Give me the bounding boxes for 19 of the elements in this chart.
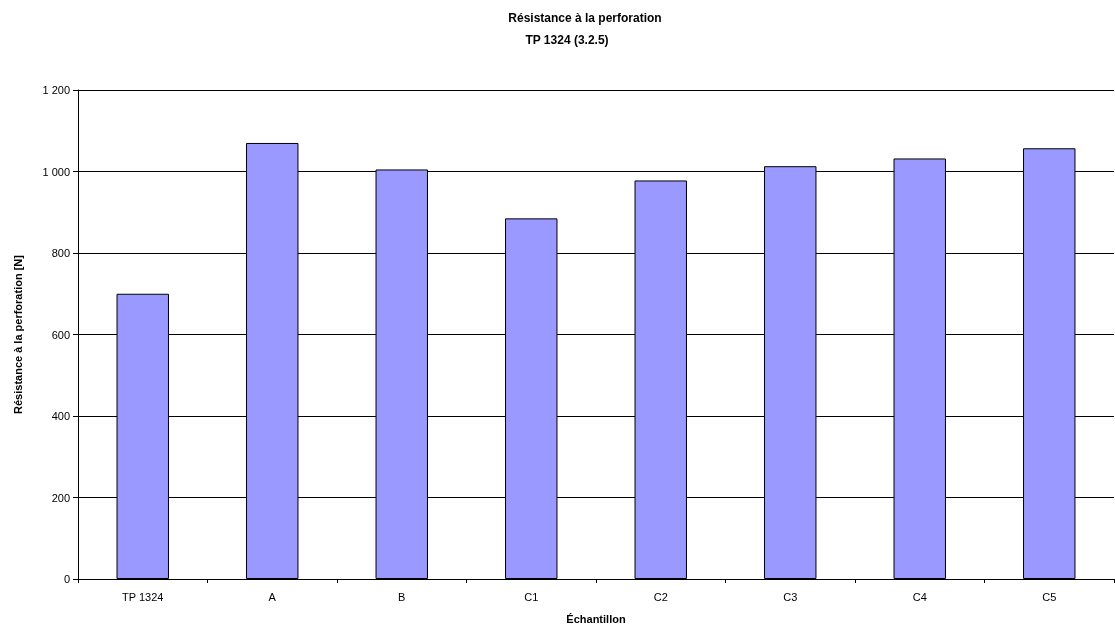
x-tick-label: C3 xyxy=(783,590,798,603)
x-tick-label: B xyxy=(398,590,406,603)
y-tick-label: 1 200 xyxy=(42,84,70,96)
y-tick-label: 400 xyxy=(51,410,70,422)
y-tick-label: 800 xyxy=(51,247,70,259)
x-tick-label: C4 xyxy=(912,590,927,603)
x-tick-label: C1 xyxy=(524,590,539,603)
y-tick-label: 200 xyxy=(51,491,70,504)
y-tick-label: 0 xyxy=(63,573,70,585)
x-tick-label: C5 xyxy=(1042,590,1057,603)
y-tick-label: 1 000 xyxy=(42,165,70,178)
chart-title: Résistance à la perforation xyxy=(508,11,662,25)
x-tick-label: A xyxy=(268,590,277,603)
x-tick-label: TP 1324 xyxy=(122,590,164,603)
x-tick-label: C2 xyxy=(653,590,668,603)
chart-subtitle: TP 1324 (3.2.5) xyxy=(525,33,609,47)
x-axis-title: Échantillon xyxy=(566,612,626,625)
y-axis-title: Résistance à la perforation [N] xyxy=(11,254,24,414)
y-tick-label: 600 xyxy=(51,328,70,341)
